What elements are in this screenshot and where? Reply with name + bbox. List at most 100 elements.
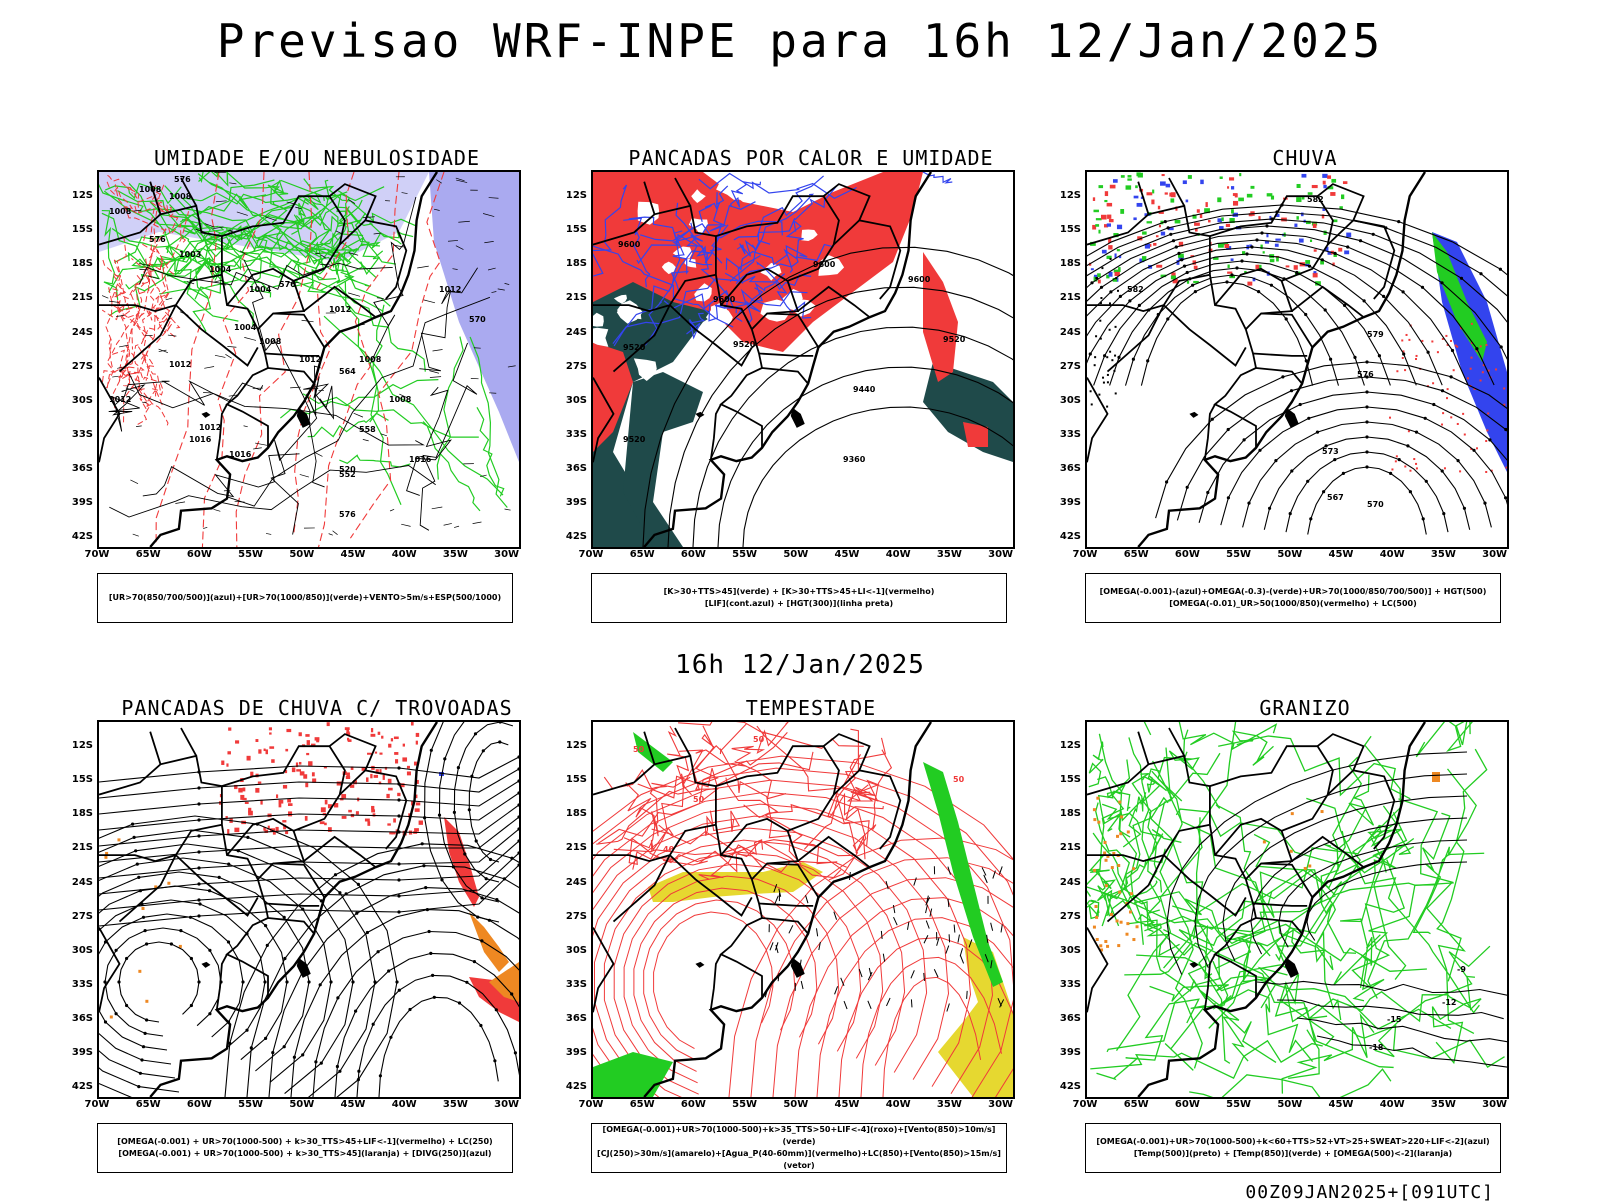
rain-cell [1098, 230, 1100, 234]
state-border [711, 404, 721, 460]
omega-cell [1291, 812, 1294, 815]
contour-label: -18 [1369, 1043, 1384, 1052]
wind-vector [886, 998, 890, 1006]
legend-pancadas-calor: [K>30+TTS>45](verde) + [K>30+TTS>45+LI<-… [591, 573, 1007, 623]
rain-cell [1239, 173, 1241, 176]
omega-cell [1129, 910, 1132, 913]
streamline-arrow [1166, 317, 1169, 320]
longitude-label: 45W [338, 549, 368, 560]
rain-cell [1396, 370, 1398, 372]
contour-label: 1012 [439, 285, 461, 294]
streamline-arrow [1165, 480, 1168, 483]
omega-cell [1093, 869, 1096, 872]
rain-cell [1296, 197, 1301, 202]
rain-cell [1103, 382, 1105, 384]
omega-cell [1103, 851, 1106, 854]
storm-cell [416, 733, 419, 737]
rain-cell [1094, 364, 1096, 366]
longitude-label: 40W [1377, 549, 1407, 560]
wind-vector [806, 895, 808, 903]
rain-cell [1095, 277, 1097, 279]
latitude-label: 21S [561, 842, 587, 853]
temp850-contour [1282, 1015, 1374, 1093]
panel-title: PANCADAS DE CHUVA C/ TROVOADAS [97, 696, 537, 720]
contour-label: -12 [1442, 998, 1456, 1007]
streamline-arrow [142, 916, 145, 919]
streamline-arrow [457, 766, 460, 769]
rain-cell [1165, 192, 1168, 194]
rain-cell [1323, 185, 1326, 188]
streamline-arrow [1378, 354, 1381, 357]
wind-vector [363, 439, 369, 440]
streamline-arrow [1488, 438, 1491, 441]
rain-cell [1107, 215, 1111, 219]
storm-cell [397, 793, 400, 796]
latitude-label: 36S [67, 1013, 93, 1024]
rain-cell [1455, 345, 1457, 347]
rain-cell [1415, 463, 1417, 465]
rain-cell [1227, 272, 1232, 274]
contour-label: 1003 [179, 250, 201, 259]
rain-cell [1480, 345, 1482, 347]
rain-cell [1098, 280, 1101, 284]
streamline-arrow [1342, 472, 1345, 475]
streamline [99, 900, 265, 1064]
rain-cell [1294, 224, 1297, 227]
wind-vector [102, 296, 108, 299]
legend-line: [OMEGA(-0.01)_UR>50(1000/850)(vermelho) … [1086, 598, 1500, 610]
rain-cell [1117, 225, 1122, 229]
streamline-arrow [1304, 313, 1307, 316]
map-trovoadas[interactable] [97, 720, 521, 1099]
streamline-arrow [104, 1020, 107, 1023]
longitude-label: 65W [133, 549, 163, 560]
omega-cell [1126, 922, 1129, 925]
streamline-arrow [137, 1085, 140, 1088]
streamline-arrow [115, 1012, 118, 1015]
streamline-arrow [1227, 428, 1230, 431]
streamline-arrow [264, 1037, 267, 1040]
state-border [1256, 368, 1302, 384]
streamline-arrow [1382, 295, 1385, 298]
storm-cell [269, 727, 272, 730]
storm-cell [138, 970, 141, 973]
storm-cell [371, 806, 374, 810]
streamline [335, 953, 519, 1097]
longitude-label: 50W [781, 549, 811, 560]
streamline-arrow [1483, 502, 1486, 505]
contour-label: 582 [1127, 285, 1144, 294]
lake [201, 962, 210, 968]
omega-cell [1304, 867, 1307, 870]
streamline-arrow [398, 989, 401, 992]
streamline-arrow [1191, 284, 1194, 287]
streamline-arrow [1329, 358, 1332, 361]
longitude-label: 65W [627, 1099, 657, 1110]
latitude-label: 39S [67, 497, 93, 508]
rain-cell [1111, 359, 1113, 361]
omega-cell [1321, 810, 1324, 813]
rain-cell [1094, 356, 1096, 358]
water-contour [757, 726, 869, 846]
wind-vector [505, 509, 511, 510]
streamline [105, 928, 221, 1036]
streamline-arrow [1442, 512, 1445, 515]
legend-line: [OMEGA(-0.001)-(azul)+OMEGA(-0.3)-(verde… [1086, 586, 1500, 598]
storm-cell [348, 810, 352, 813]
rain-cell [1286, 265, 1290, 267]
temp850-contour [1189, 1069, 1391, 1097]
latitude-label: 30S [1055, 395, 1081, 406]
streamline-arrow [1450, 375, 1453, 378]
contour-label: 9600 [908, 275, 931, 284]
pressure-contour [143, 454, 300, 497]
streamline-arrow [1260, 231, 1263, 234]
omega-cell [1097, 821, 1100, 824]
wind-vector [954, 925, 955, 933]
storm-cell [228, 727, 231, 730]
latitude-label: 27S [561, 361, 587, 372]
map-granizo[interactable]: -9-12-15-18 [1085, 720, 1509, 1099]
streamline-arrow [197, 786, 200, 789]
streamline-arrow [1175, 245, 1178, 248]
